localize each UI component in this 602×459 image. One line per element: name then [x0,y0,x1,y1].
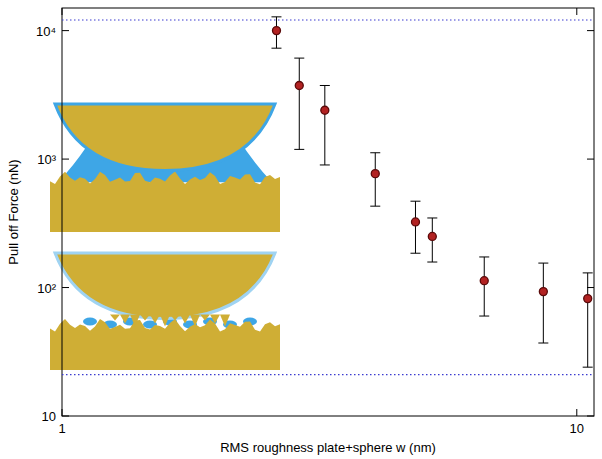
inset-illustration [50,253,280,370]
x-tick [576,8,577,15]
error-bar [370,153,380,206]
data-point [411,218,419,226]
y-tick [587,416,594,417]
error-bar [479,257,489,316]
y-tick-label: 10² [37,281,56,296]
reference-line [62,19,594,20]
data-point [321,106,329,114]
chart: 1101010²10³10⁴RMS roughness plate+sphere… [0,0,602,459]
y-axis-title: Pull off Force (nN) [6,159,21,264]
y-tick [587,159,594,160]
data-point [539,288,547,296]
error-bar [320,85,330,164]
data-point [272,27,280,35]
reference-line [62,374,594,375]
x-tick [62,8,63,15]
plot-marks [62,17,594,375]
y-tick-label: 10⁴ [36,24,56,39]
inset-illustration [50,104,280,232]
error-bar [271,17,281,48]
y-tick-label: 10³ [37,152,56,167]
error-bar [410,201,420,253]
error-bar [538,263,548,343]
plot-frame [62,8,594,416]
error-bar [427,218,437,262]
error-bar [294,58,304,149]
data-point [584,295,592,303]
error-bar [583,273,593,367]
x-tick [62,409,63,416]
x-axis-title: RMS roughness plate+sphere w (nm) [220,440,436,455]
x-tick-label: 10 [570,421,584,436]
x-tick-label: 1 [58,421,65,436]
y-tick-label: 10 [42,409,56,424]
data-point [371,170,379,178]
y-tick [62,30,69,31]
data-point [428,232,436,240]
x-tick [576,409,577,416]
data-point [295,81,303,89]
y-tick [62,416,69,417]
y-tick [587,30,594,31]
data-point [480,277,488,285]
y-tick [62,287,69,288]
y-tick [62,159,69,160]
